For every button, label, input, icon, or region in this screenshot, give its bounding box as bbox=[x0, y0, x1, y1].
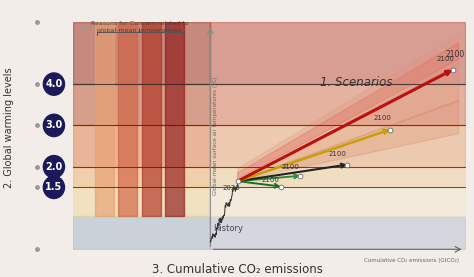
Circle shape bbox=[43, 176, 64, 199]
Text: 3. Cumulative CO₂ emissions: 3. Cumulative CO₂ emissions bbox=[152, 263, 322, 276]
Text: 2100: 2100 bbox=[436, 56, 454, 62]
Text: 2100: 2100 bbox=[374, 115, 392, 121]
Text: 2020: 2020 bbox=[223, 185, 241, 191]
Text: Reasons for Concern related to
global-mean temperatures: Reasons for Concern related to global-me… bbox=[91, 21, 188, 32]
Polygon shape bbox=[237, 63, 459, 181]
Text: History: History bbox=[213, 224, 244, 233]
Circle shape bbox=[43, 156, 64, 178]
Text: 1. Scenarios: 1. Scenarios bbox=[320, 76, 392, 89]
Text: 2100: 2100 bbox=[328, 151, 346, 157]
Text: 2100: 2100 bbox=[282, 164, 300, 170]
Text: Cumulative CO₂ emissions (GtCO₂): Cumulative CO₂ emissions (GtCO₂) bbox=[364, 258, 459, 263]
Polygon shape bbox=[237, 101, 459, 181]
Text: 2. Global warming levels: 2. Global warming levels bbox=[3, 67, 14, 188]
Text: 2100: 2100 bbox=[262, 177, 280, 183]
Text: 2.0: 2.0 bbox=[46, 162, 63, 172]
Text: 2100: 2100 bbox=[445, 50, 465, 59]
Text: 4.0: 4.0 bbox=[46, 79, 63, 89]
Polygon shape bbox=[237, 35, 459, 181]
Polygon shape bbox=[237, 43, 459, 179]
Text: Global-mean surface air temperatures (°C): Global-mean surface air temperatures (°C… bbox=[213, 76, 219, 195]
Text: 3.0: 3.0 bbox=[46, 120, 63, 130]
Circle shape bbox=[43, 114, 64, 137]
Text: 1.5: 1.5 bbox=[46, 182, 63, 192]
Circle shape bbox=[43, 73, 64, 95]
